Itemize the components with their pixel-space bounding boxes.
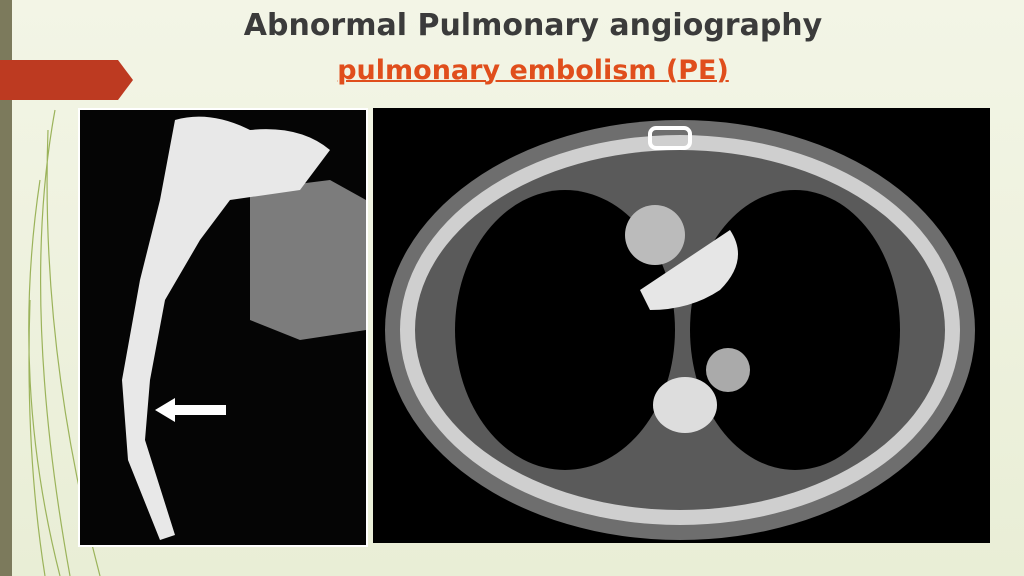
tissue (250, 180, 366, 340)
pointer-arrow (155, 398, 226, 422)
lung-left (690, 190, 900, 470)
vertebra (653, 377, 717, 433)
slide-title: Abnormal Pulmonary angiography (243, 8, 823, 43)
lung-right (455, 190, 675, 470)
pulmonary-artery (640, 230, 738, 310)
arrow-tab (0, 60, 133, 100)
side-strip (0, 0, 12, 576)
descending-aorta (706, 348, 750, 392)
aorta (625, 205, 685, 265)
slide-subtitle: pulmonary embolism (PE) (337, 55, 729, 86)
vessel (122, 116, 330, 541)
sternum (648, 126, 692, 150)
wisps (28, 109, 101, 576)
